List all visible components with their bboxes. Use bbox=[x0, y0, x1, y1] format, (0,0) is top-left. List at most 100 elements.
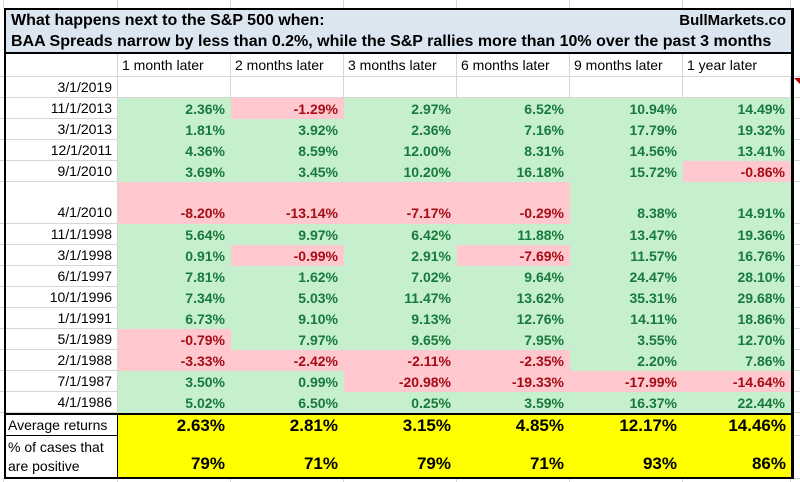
value-cell[interactable]: 12.00% bbox=[344, 140, 457, 161]
header-1-year[interactable]: 1 year later bbox=[683, 54, 791, 77]
date-cell[interactable]: 5/1/1989 bbox=[4, 329, 118, 350]
date-cell[interactable]: 11/1/1998 bbox=[4, 224, 118, 245]
value-cell[interactable]: 12.70% bbox=[683, 329, 791, 350]
value-cell[interactable]: 22.44% bbox=[683, 392, 791, 413]
value-cell[interactable]: 9.10% bbox=[231, 308, 344, 329]
value-cell[interactable]: -0.99% bbox=[231, 245, 344, 266]
average-returns-label[interactable]: Average returns bbox=[6, 415, 118, 436]
percent-positive-cell[interactable]: 71% bbox=[457, 436, 570, 477]
value-cell[interactable]: -8.20% bbox=[118, 182, 231, 224]
value-cell[interactable]: 2.20% bbox=[570, 350, 683, 371]
percent-positive-cell[interactable]: 71% bbox=[231, 436, 344, 477]
value-cell[interactable]: -7.17% bbox=[344, 182, 457, 224]
percent-positive-label[interactable]: % of cases that are positive bbox=[6, 436, 118, 477]
date-cell[interactable]: 11/1/2013 bbox=[4, 98, 118, 119]
value-cell[interactable]: 28.10% bbox=[683, 266, 791, 287]
value-cell[interactable] bbox=[344, 77, 457, 98]
value-cell[interactable]: 7.02% bbox=[344, 266, 457, 287]
header-2-months[interactable]: 2 months later bbox=[231, 54, 344, 77]
date-cell[interactable]: 4/1/1986 bbox=[4, 392, 118, 413]
date-cell[interactable]: 12/1/2011 bbox=[4, 140, 118, 161]
value-cell[interactable]: 15.72% bbox=[570, 161, 683, 182]
value-cell[interactable]: -3.33% bbox=[118, 350, 231, 371]
value-cell[interactable]: -0.86% bbox=[683, 161, 791, 182]
value-cell[interactable]: 7.95% bbox=[457, 329, 570, 350]
date-cell[interactable]: 3/1/2019 bbox=[4, 77, 118, 98]
title-bar[interactable]: What happens next to the S&P 500 when: B… bbox=[4, 8, 794, 54]
value-cell[interactable]: -7.69% bbox=[457, 245, 570, 266]
value-cell[interactable]: 19.36% bbox=[683, 224, 791, 245]
value-cell[interactable]: 14.49% bbox=[683, 98, 791, 119]
average-cell[interactable]: 4.85% bbox=[457, 415, 570, 436]
value-cell[interactable]: 3.92% bbox=[231, 119, 344, 140]
value-cell[interactable]: 6.42% bbox=[344, 224, 457, 245]
value-cell[interactable]: 9.65% bbox=[344, 329, 457, 350]
date-cell[interactable]: 4/1/2010 bbox=[4, 182, 118, 224]
value-cell[interactable]: 2.36% bbox=[344, 119, 457, 140]
average-cell[interactable]: 12.17% bbox=[570, 415, 683, 436]
value-cell[interactable]: 3.59% bbox=[457, 392, 570, 413]
value-cell[interactable]: 7.34% bbox=[118, 287, 231, 308]
date-cell[interactable]: 1/1/1991 bbox=[4, 308, 118, 329]
header-1-month[interactable]: 1 month later bbox=[118, 54, 231, 77]
value-cell[interactable]: 11.47% bbox=[344, 287, 457, 308]
value-cell[interactable]: 9.13% bbox=[344, 308, 457, 329]
value-cell[interactable]: 0.25% bbox=[344, 392, 457, 413]
value-cell[interactable]: 9.64% bbox=[457, 266, 570, 287]
value-cell[interactable]: 5.64% bbox=[118, 224, 231, 245]
value-cell[interactable]: 13.41% bbox=[683, 140, 791, 161]
value-cell[interactable]: 29.68% bbox=[683, 287, 791, 308]
value-cell[interactable]: 4.36% bbox=[118, 140, 231, 161]
value-cell[interactable]: 11.88% bbox=[457, 224, 570, 245]
value-cell[interactable]: 14.56% bbox=[570, 140, 683, 161]
header-9-months[interactable]: 9 months later bbox=[570, 54, 683, 77]
value-cell[interactable]: 6.73% bbox=[118, 308, 231, 329]
value-cell[interactable]: 17.79% bbox=[570, 119, 683, 140]
date-cell[interactable]: 10/1/1996 bbox=[4, 287, 118, 308]
value-cell[interactable]: 8.38% bbox=[570, 182, 683, 224]
value-cell[interactable]: -2.42% bbox=[231, 350, 344, 371]
value-cell[interactable]: 1.81% bbox=[118, 119, 231, 140]
value-cell[interactable]: -2.35% bbox=[457, 350, 570, 371]
value-cell[interactable]: 16.18% bbox=[457, 161, 570, 182]
date-cell[interactable]: 2/1/1988 bbox=[4, 350, 118, 371]
value-cell[interactable]: 9.97% bbox=[231, 224, 344, 245]
value-cell[interactable]: 3.55% bbox=[570, 329, 683, 350]
value-cell[interactable]: 2.97% bbox=[344, 98, 457, 119]
value-cell[interactable]: 10.20% bbox=[344, 161, 457, 182]
header-3-months[interactable]: 3 months later bbox=[344, 54, 457, 77]
date-cell[interactable]: 9/1/2010 bbox=[4, 161, 118, 182]
value-cell[interactable] bbox=[231, 77, 344, 98]
percent-positive-cell[interactable]: 93% bbox=[570, 436, 683, 477]
value-cell[interactable]: 13.47% bbox=[570, 224, 683, 245]
value-cell[interactable]: -14.64% bbox=[683, 371, 791, 392]
value-cell[interactable]: -13.14% bbox=[231, 182, 344, 224]
value-cell[interactable]: 5.03% bbox=[231, 287, 344, 308]
value-cell[interactable]: -2.11% bbox=[344, 350, 457, 371]
value-cell[interactable]: 0.91% bbox=[118, 245, 231, 266]
value-cell[interactable] bbox=[683, 77, 791, 98]
value-cell[interactable]: 3.45% bbox=[231, 161, 344, 182]
value-cell[interactable]: -0.79% bbox=[118, 329, 231, 350]
value-cell[interactable]: -17.99% bbox=[570, 371, 683, 392]
average-cell[interactable]: 2.63% bbox=[118, 415, 231, 436]
date-cell[interactable]: 6/1/1997 bbox=[4, 266, 118, 287]
value-cell[interactable]: -0.29% bbox=[457, 182, 570, 224]
value-cell[interactable]: 0.99% bbox=[231, 371, 344, 392]
value-cell[interactable]: -1.29% bbox=[231, 98, 344, 119]
value-cell[interactable] bbox=[457, 77, 570, 98]
percent-positive-cell[interactable]: 79% bbox=[118, 436, 231, 477]
value-cell[interactable]: 24.47% bbox=[570, 266, 683, 287]
value-cell[interactable]: 8.31% bbox=[457, 140, 570, 161]
average-cell[interactable]: 3.15% bbox=[344, 415, 457, 436]
value-cell[interactable]: 1.62% bbox=[231, 266, 344, 287]
value-cell[interactable]: 16.76% bbox=[683, 245, 791, 266]
value-cell[interactable]: 7.97% bbox=[231, 329, 344, 350]
date-cell[interactable]: 3/1/1998 bbox=[4, 245, 118, 266]
value-cell[interactable]: 7.16% bbox=[457, 119, 570, 140]
value-cell[interactable]: 8.59% bbox=[231, 140, 344, 161]
average-cell[interactable]: 14.46% bbox=[683, 415, 792, 436]
value-cell[interactable] bbox=[118, 77, 231, 98]
value-cell[interactable]: 7.86% bbox=[683, 350, 791, 371]
header-6-months[interactable]: 6 months later bbox=[457, 54, 570, 77]
